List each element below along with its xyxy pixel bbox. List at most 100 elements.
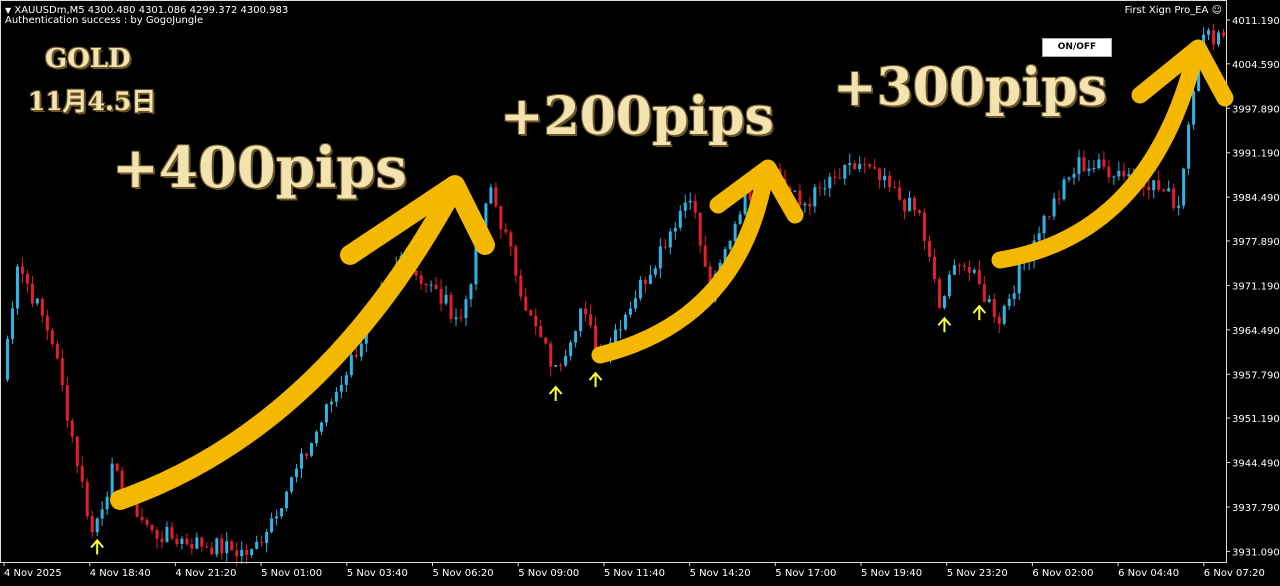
- candle-body: [1152, 180, 1156, 191]
- candle-body: [833, 176, 837, 178]
- candle-body: [848, 163, 852, 166]
- candle-body: [574, 331, 578, 343]
- candle-body: [90, 516, 94, 533]
- candle-body: [499, 206, 503, 230]
- candle-body: [220, 538, 224, 554]
- candle-body: [290, 477, 294, 492]
- candle-body: [185, 538, 189, 545]
- candle-body: [25, 273, 29, 284]
- status-message: Authentication success : by GogoJungle: [5, 15, 204, 26]
- y-tick-label: 3971.190: [1232, 281, 1280, 292]
- candle-body: [349, 354, 353, 376]
- candle-body: [30, 283, 34, 304]
- gain-annotation-2: +200pips: [500, 86, 774, 147]
- dropdown-triangle-icon[interactable]: ▼: [5, 6, 12, 15]
- trend-arrows: [110, 39, 1234, 510]
- candle-body: [1167, 188, 1171, 192]
- candle-body: [10, 308, 14, 339]
- x-tick-label: 5 Nov 19:40: [861, 568, 922, 579]
- buy-arrow-icon: [548, 385, 563, 402]
- candle-body: [1102, 159, 1106, 167]
- gain-annotation-3: +300pips: [833, 57, 1107, 118]
- x-tick-label: 5 Nov 06:20: [433, 568, 494, 579]
- candle-body: [439, 288, 443, 304]
- candle-body: [1067, 177, 1071, 180]
- candle-body: [893, 187, 897, 189]
- candle-body: [888, 175, 892, 188]
- candle-body: [803, 203, 807, 206]
- candle-body: [918, 210, 921, 213]
- candle-body: [539, 326, 543, 338]
- candle-body: [509, 232, 513, 247]
- candle-body: [798, 190, 802, 206]
- date-annotation: 11月4.5日: [28, 87, 157, 116]
- candle-body: [898, 187, 902, 200]
- candle-body: [40, 298, 44, 316]
- candle-body: [579, 308, 583, 332]
- candle-body: [738, 214, 742, 224]
- symbol-quote: XAUUSDm,M5 4300.480 4301.086 4299.372 43…: [14, 5, 289, 16]
- candle-body: [235, 550, 239, 557]
- y-tick-label: 3977.890: [1232, 237, 1280, 248]
- candle-body: [1217, 32, 1221, 45]
- candle-body: [414, 270, 418, 276]
- candle-body: [549, 343, 553, 367]
- candle-body: [110, 463, 114, 497]
- candle-body: [160, 538, 164, 543]
- candle-body: [913, 197, 917, 211]
- plot-frame: [0, 0, 1227, 563]
- candle-body: [584, 308, 588, 315]
- candle-body: [424, 283, 428, 286]
- candle-body: [823, 188, 827, 190]
- candle-body: [967, 267, 971, 273]
- candle-body: [459, 317, 463, 319]
- candle-body: [1017, 263, 1021, 294]
- candle-body: [638, 279, 642, 299]
- trend-arrow-2-head: [709, 159, 804, 224]
- candle-body: [873, 166, 877, 169]
- candle-body: [260, 541, 264, 543]
- candle-body: [489, 187, 493, 204]
- candle-body: [863, 163, 867, 165]
- candle-body: [1117, 170, 1121, 177]
- candle-body: [60, 358, 64, 386]
- candle-body: [200, 537, 204, 547]
- candle-body: [813, 187, 817, 207]
- candle-body: [1007, 298, 1011, 306]
- candles: [5, 23, 1226, 567]
- candle-body: [534, 315, 538, 327]
- candle-body: [658, 246, 662, 269]
- y-tick-label: 3997.890: [1232, 104, 1280, 115]
- candle-body: [354, 354, 358, 357]
- candle-body: [703, 245, 707, 267]
- buy-signals: [90, 304, 987, 555]
- candle-body: [544, 337, 548, 344]
- candle-body: [215, 538, 219, 555]
- x-tick-label: 4 Nov 2025: [4, 568, 62, 579]
- candle-body: [903, 199, 907, 212]
- candle-body: [100, 509, 104, 519]
- smiley-icon: ☺: [1211, 5, 1222, 16]
- candle-body: [309, 443, 313, 456]
- candle-body: [20, 266, 24, 274]
- candle-body: [1157, 180, 1161, 190]
- candle-body: [853, 163, 857, 170]
- on-off-button[interactable]: ON/OFF: [1042, 38, 1112, 57]
- candle-body: [683, 202, 687, 211]
- candle-body: [937, 279, 941, 308]
- candle-body: [504, 229, 508, 233]
- title-annotation: GOLD: [45, 44, 131, 74]
- ea-name: First Xign Pro_EA: [1124, 5, 1209, 16]
- candle-body: [339, 384, 343, 392]
- x-tick-label: 5 Nov 17:00: [775, 568, 836, 579]
- candle-body: [85, 481, 89, 517]
- y-tick-label: 3937.790: [1232, 503, 1280, 514]
- buy-arrow-icon: [90, 538, 104, 555]
- y-tick-label: 3991.190: [1232, 149, 1280, 160]
- candle-body: [45, 315, 49, 331]
- candle-body: [997, 316, 1001, 324]
- candle-body: [205, 546, 209, 548]
- candle-body: [280, 508, 284, 517]
